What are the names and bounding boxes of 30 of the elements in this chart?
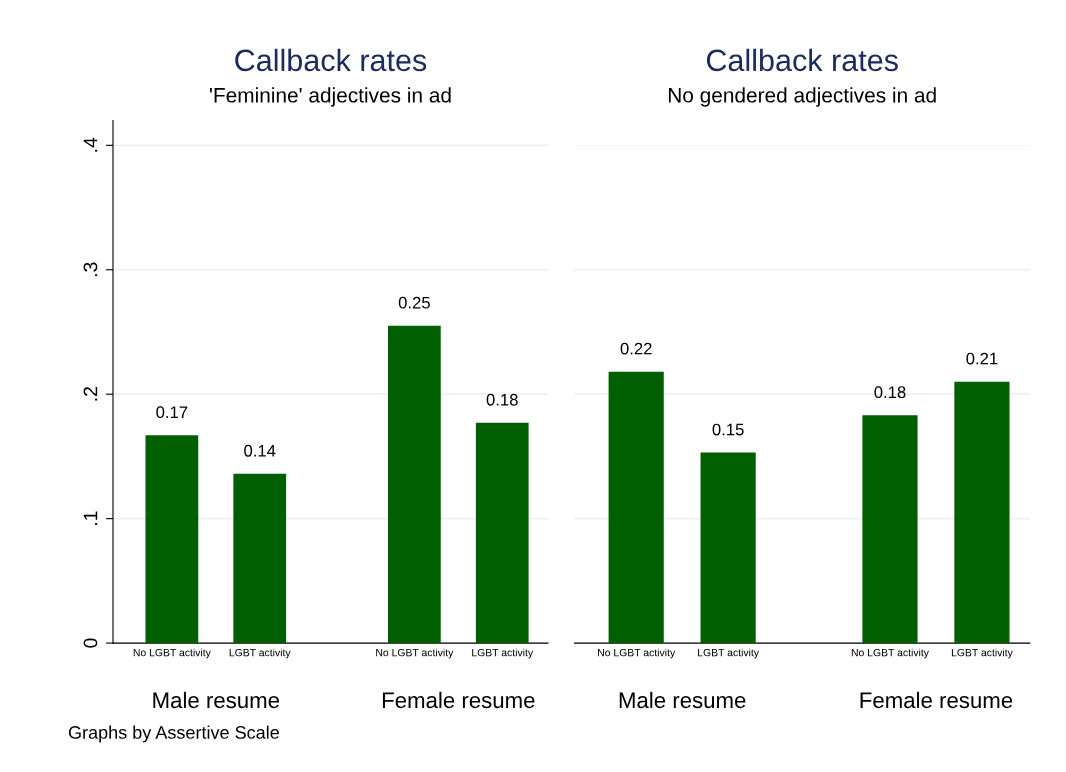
data-label: 0.14 <box>244 444 276 457</box>
data-label: 0.21 <box>966 352 998 365</box>
text: Female resume <box>860 691 1013 709</box>
y-tick-label: .3 <box>83 262 98 277</box>
text: Graphs by Assertive Scale <box>68 725 279 743</box>
x-tick-label: LGBT activity <box>229 648 291 659</box>
chart-title: Callback rates <box>706 48 898 72</box>
y-tick-label: .4 <box>83 137 98 152</box>
chart-subtitle: 'Feminine' adjectives in ad <box>210 87 451 107</box>
text: Male resume <box>619 691 746 709</box>
x-tick-label: No LGBT activity <box>851 648 929 659</box>
x-tick-label: LGBT activity <box>472 648 534 659</box>
x-tick-label: LGBT activity <box>951 648 1013 659</box>
chart-title: Callback rates <box>235 48 427 72</box>
x-tick-label: No LGBT activity <box>133 648 211 659</box>
x-tick-label: LGBT activity <box>698 648 759 659</box>
y-tick-label: .2 <box>83 387 98 401</box>
data-label: 0.25 <box>398 296 430 309</box>
y-tick-label: .1 <box>83 511 98 525</box>
text: Male resume <box>153 691 280 709</box>
chart-subtitle: No gendered adjectives in ad <box>668 87 936 107</box>
data-label: 0.22 <box>620 342 652 355</box>
x-tick-label: No LGBT activity <box>598 648 676 659</box>
data-label: 0.18 <box>486 393 518 406</box>
data-label: 0.15 <box>712 423 744 436</box>
data-label: 0.18 <box>874 386 906 399</box>
text: Female resume <box>382 691 535 709</box>
y-tick-label: 0 <box>83 638 98 648</box>
data-label: 0.17 <box>156 406 188 419</box>
x-tick-label: No LGBT activity <box>376 648 454 659</box>
